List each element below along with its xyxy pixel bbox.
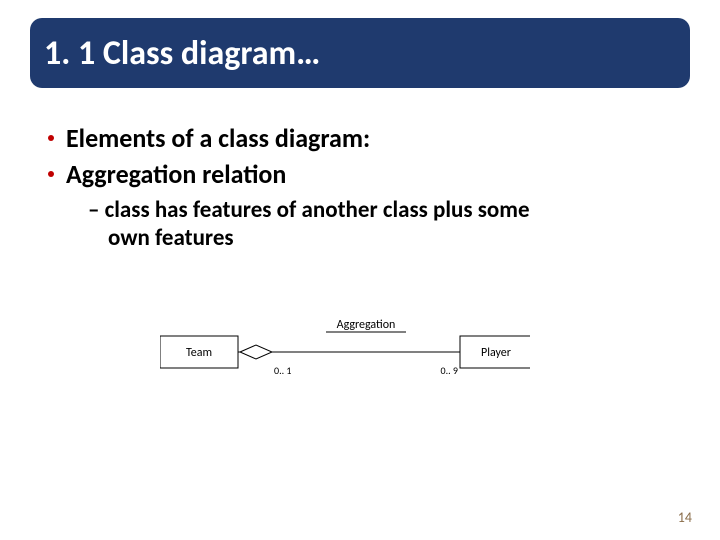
page-number: 14 <box>678 509 692 526</box>
bullet-1: Elements of a class diagram: <box>48 122 370 154</box>
sub-bullet-1-text-line1: – class has features of another class pl… <box>88 196 530 224</box>
bullet-1-text: Elements of a class diagram: <box>66 122 370 154</box>
sub-bullet-1-line2: own features <box>108 224 234 252</box>
multiplicity-right: 0.. 9 <box>441 364 458 377</box>
bullet-2-text: Aggregation relation <box>66 158 286 190</box>
slide: 1. 1 Class diagram… Elements of a class … <box>0 0 720 540</box>
bullet-2: Aggregation relation <box>48 158 286 190</box>
sub-bullet-1-text-line2: own features <box>108 224 234 252</box>
sub-bullet-1-line1: – class has features of another class pl… <box>88 196 530 224</box>
bullet-dot-icon <box>48 135 54 141</box>
title-box: 1. 1 Class diagram… <box>30 18 690 88</box>
bullet-dot-icon <box>48 171 54 177</box>
multiplicity-left: 0.. 1 <box>274 364 291 377</box>
aggregation-label: Aggregation <box>337 318 396 332</box>
aggregation-diagram: Team Player Aggregation 0.. 1 0.. 9 <box>160 310 530 390</box>
player-label: Player <box>481 346 511 360</box>
team-label: Team <box>186 346 212 360</box>
aggregation-diamond-icon <box>240 345 272 359</box>
slide-title: 1. 1 Class diagram… <box>44 33 320 74</box>
